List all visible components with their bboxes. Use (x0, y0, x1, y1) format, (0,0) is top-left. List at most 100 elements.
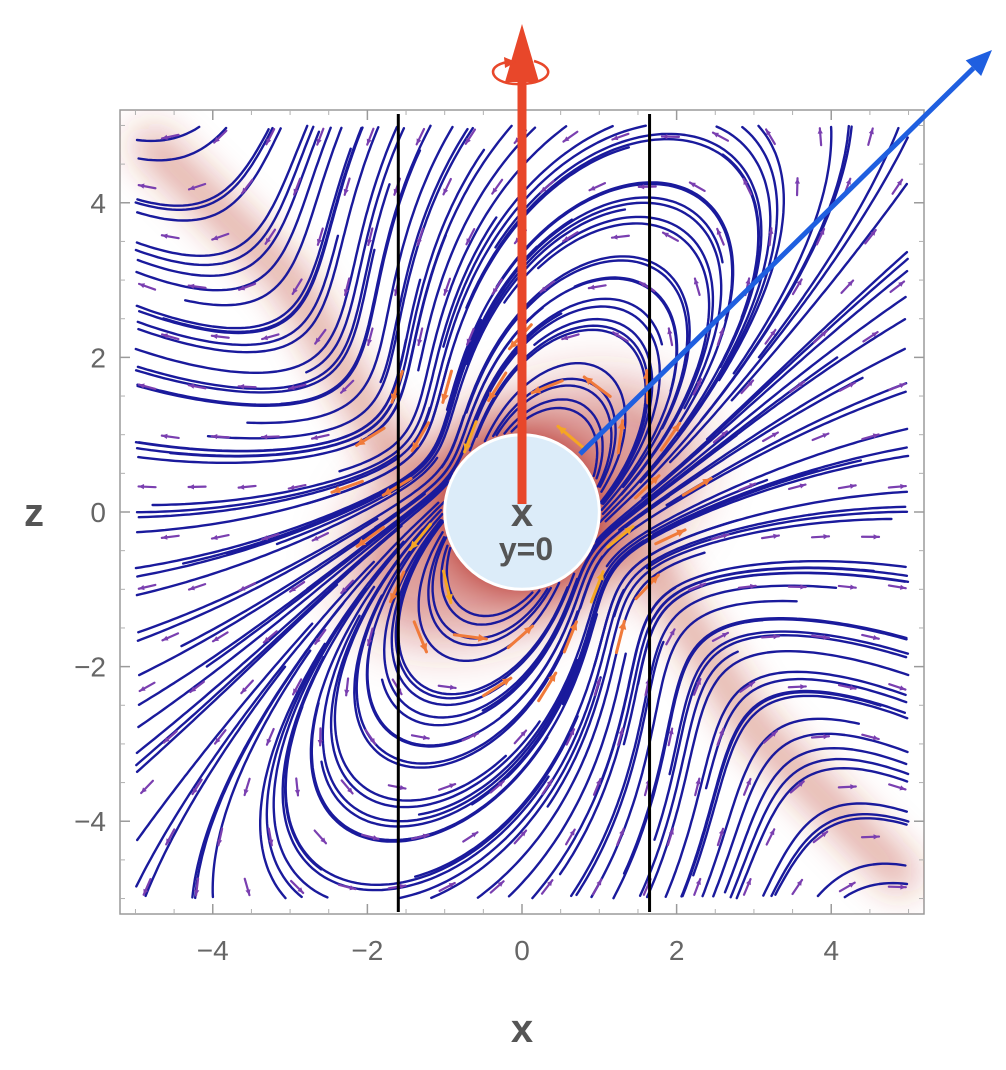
z-tick-label: 4 (90, 188, 106, 219)
flow-arrow (137, 183, 157, 190)
flow-arrow (314, 628, 327, 645)
streamline (718, 124, 785, 382)
flow-arrow (716, 827, 725, 847)
flow-arrow (217, 827, 224, 847)
flow-arrow (659, 421, 682, 452)
flow-arrow (189, 680, 205, 694)
streamline (305, 126, 406, 374)
flow-arrow (367, 227, 374, 247)
streamline (135, 456, 439, 597)
flow-arrow (137, 583, 157, 591)
flow-arrow (614, 619, 627, 655)
flow-arrow (887, 584, 907, 590)
rotation-loop-icon (492, 59, 550, 86)
flow-arrow (694, 777, 701, 797)
flow-arrow (660, 133, 681, 140)
streamline (701, 717, 860, 898)
flow-arrow (593, 677, 601, 697)
streamline (136, 127, 282, 222)
streamline (445, 546, 534, 618)
flow-arrow (213, 129, 228, 144)
x-tick-label: −2 (351, 935, 383, 966)
streamline (500, 376, 864, 718)
streamline (134, 125, 315, 267)
flow-arrow (765, 828, 776, 846)
flow-arrow (860, 834, 881, 840)
flow-arrow (556, 424, 585, 449)
streamline (729, 757, 910, 899)
flow-arrow (562, 231, 579, 243)
flow-arrow (811, 432, 830, 442)
flow-arrow (654, 528, 687, 546)
streamline (816, 862, 907, 898)
flow-arrow (634, 573, 660, 601)
flow-arrow (240, 178, 254, 195)
flow-arrow (768, 227, 774, 247)
streamline (575, 640, 665, 897)
streamline (134, 318, 483, 570)
flow-arrow (813, 329, 828, 344)
streamline (182, 245, 538, 565)
flow-arrow (763, 730, 778, 744)
flow-arrow (564, 828, 576, 846)
streamline (645, 510, 909, 570)
streamline (506, 459, 862, 779)
streamline (843, 881, 909, 899)
flow-arrow (540, 879, 554, 895)
flow-arrow (592, 777, 602, 796)
flow-arrow (340, 579, 355, 595)
streamline (419, 124, 647, 436)
streamline (664, 670, 907, 898)
flow-arrow (438, 881, 456, 892)
flow-arrow (210, 533, 230, 541)
streamline (653, 634, 908, 841)
streamline (618, 347, 906, 532)
flow-arrow (261, 333, 280, 341)
flow-arrow (692, 378, 703, 396)
flow-arrow (740, 379, 755, 395)
streamline (136, 488, 392, 578)
flow-arrow (140, 779, 155, 795)
z-tick-label: −4 (74, 806, 106, 837)
streamline (652, 446, 908, 536)
flow-arrow (539, 179, 555, 194)
flow-arrow (260, 434, 280, 440)
flow-arrow (562, 620, 578, 654)
streamline (134, 278, 422, 453)
flow-arrow (344, 677, 350, 697)
streamline (594, 269, 909, 543)
flow-arrow (410, 734, 430, 741)
flow-arrow (187, 182, 207, 191)
flow-arrow (160, 333, 180, 341)
z-tick-label: 2 (90, 342, 106, 373)
flow-arrow (211, 232, 230, 241)
streamline (135, 147, 352, 330)
streamline (593, 490, 909, 668)
flow-arrow (213, 729, 227, 745)
streamline (136, 622, 314, 842)
streamline (394, 521, 576, 700)
flow-arrow (791, 278, 803, 296)
flow-arrow (565, 728, 576, 746)
flow-arrow (416, 227, 425, 246)
flow-arrow (137, 282, 157, 291)
flow-arrow (211, 631, 229, 643)
flow-arrow (491, 278, 503, 295)
streamline (468, 324, 650, 503)
z-axis-label: z (24, 491, 44, 535)
flow-arrow (561, 333, 580, 341)
flow-arrow (265, 727, 275, 746)
streamline (442, 124, 614, 348)
flow-arrow (462, 831, 479, 843)
flow-arrow (442, 177, 452, 196)
streamline (503, 215, 715, 496)
flow-arrow (888, 783, 907, 791)
streamline (692, 694, 909, 877)
streamline (211, 649, 312, 899)
flow-arrow (243, 777, 251, 797)
center-marker: x (511, 491, 533, 535)
flow-arrow (789, 380, 806, 393)
streamline (135, 524, 403, 767)
flow-arrow (716, 727, 725, 746)
flow-arrow (415, 127, 426, 146)
